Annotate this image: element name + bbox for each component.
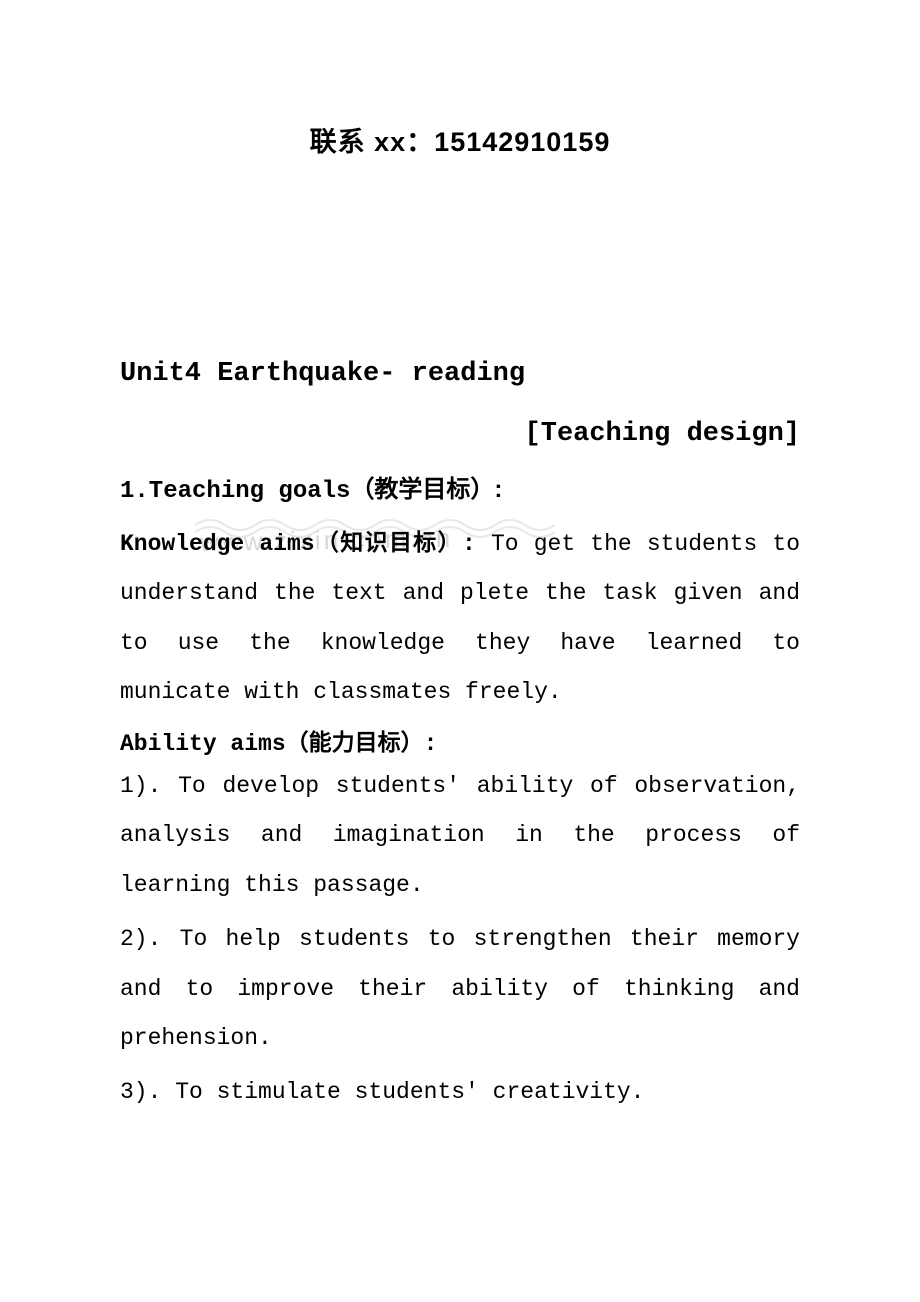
ability-item-3: 3). To stimulate students' creativity. xyxy=(120,1068,800,1117)
knowledge-heading-cn: （知识目标）: xyxy=(315,531,476,557)
document-content: 联系 xx：15142910159 Unit4 Earthquake- read… xyxy=(120,120,800,1118)
goals-heading-en: 1.Teaching goals xyxy=(120,478,350,505)
teaching-goals-heading: 1.Teaching goals（教学目标）: xyxy=(120,469,800,505)
goals-heading-cn: （教学目标）: xyxy=(350,476,502,503)
ability-heading-cn: （能力目标）: xyxy=(286,731,438,757)
knowledge-heading-en: Knowledge aims xyxy=(120,531,315,557)
ability-aims-heading-block: Ability aims（能力目标）: xyxy=(120,723,800,757)
knowledge-text: To get the students to understand the te… xyxy=(120,531,800,705)
unit-title: Unit4 Earthquake- reading xyxy=(120,359,800,389)
contact-line: 联系 xx：15142910159 xyxy=(120,120,800,159)
ability-item-2: 2). To help students to strengthen their… xyxy=(120,915,800,1063)
knowledge-aims-block: Knowledge aims（知识目标）: To get the student… xyxy=(120,520,800,718)
teaching-design-subtitle: [Teaching design] xyxy=(120,419,800,449)
ability-item-1: 1). To develop students' ability of obse… xyxy=(120,762,800,910)
ability-heading-en: Ability aims xyxy=(120,731,286,757)
